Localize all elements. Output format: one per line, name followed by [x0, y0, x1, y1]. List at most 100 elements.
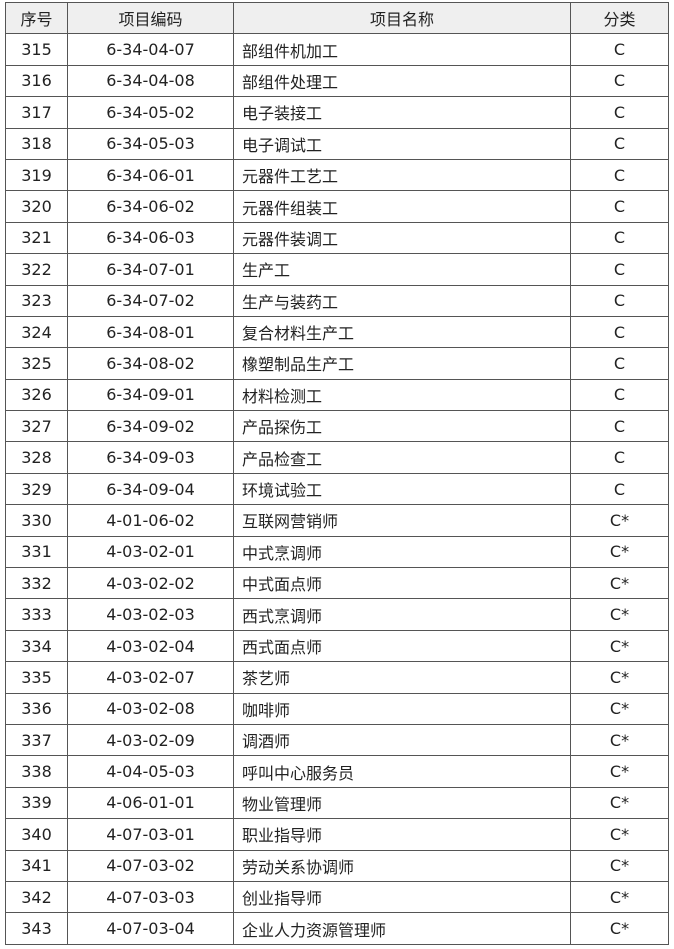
table-cell: 物业管理师: [233, 786, 571, 820]
table-row: 334 4-03-02-04 西式面点师 C*: [5, 629, 669, 663]
table-cell: 328: [5, 441, 68, 474]
table-cell: 4-04-05-03: [67, 755, 234, 788]
table-cell: 321: [5, 221, 68, 255]
table-cell: 338: [5, 755, 68, 788]
table-cell: 330: [5, 504, 68, 537]
table-cell: 复合材料生产工: [233, 315, 571, 349]
table-cell: C*: [570, 849, 669, 882]
table-cell: C*: [570, 880, 669, 914]
table-cell: C*: [570, 598, 669, 631]
table-cell: 元器件组装工: [233, 190, 571, 223]
table-row: 319 6-34-06-01 元器件工艺工 C: [5, 158, 669, 192]
table-cell: 4-03-02-07: [67, 661, 234, 694]
table-cell: C*: [570, 723, 669, 757]
table-cell: C: [570, 441, 669, 474]
table-cell: C: [570, 253, 669, 286]
table-cell: 6-34-04-08: [67, 64, 234, 98]
table-cell: 4-03-02-02: [67, 567, 234, 600]
table-cell: C: [570, 378, 669, 412]
table-cell: 334: [5, 629, 68, 663]
table-row: 343 4-07-03-04 企业人力资源管理师 C*: [5, 912, 669, 945]
table-row: 338 4-04-05-03 呼叫中心服务员 C*: [5, 755, 669, 788]
table-cell: 323: [5, 284, 68, 317]
table-cell: C: [570, 221, 669, 255]
table-cell: C: [570, 472, 669, 506]
table-row: 316 6-34-04-08 部组件处理工 C: [5, 64, 669, 98]
table-cell: 329: [5, 472, 68, 506]
table-cell: C*: [570, 912, 669, 945]
table-cell: C: [570, 284, 669, 317]
table-cell: 环境试验工: [233, 472, 571, 506]
table-cell: 333: [5, 598, 68, 631]
table-row: 335 4-03-02-07 茶艺师 C*: [5, 661, 669, 694]
table-cell: 4-01-06-02: [67, 504, 234, 537]
table-cell: 西式烹调师: [233, 598, 571, 631]
table-cell: 316: [5, 64, 68, 98]
table-row: 325 6-34-08-02 橡塑制品生产工 C: [5, 347, 669, 380]
table-cell: 343: [5, 912, 68, 945]
table-row: 318 6-34-05-03 电子调试工 C: [5, 127, 669, 160]
table-cell: 电子调试工: [233, 127, 571, 160]
table-row: 333 4-03-02-03 西式烹调师 C*: [5, 598, 669, 631]
table-cell: C*: [570, 504, 669, 537]
table-cell: 创业指导师: [233, 880, 571, 914]
table-row: 339 4-06-01-01 物业管理师 C*: [5, 786, 669, 820]
table-cell: 322: [5, 253, 68, 286]
table-row: 336 4-03-02-08 咖啡师 C*: [5, 692, 669, 725]
table-row: 321 6-34-06-03 元器件装调工 C: [5, 221, 669, 255]
table-row: 328 6-34-09-03 产品检查工 C: [5, 441, 669, 474]
table-cell: C: [570, 127, 669, 160]
table-cell: 6-34-05-02: [67, 96, 234, 129]
table-cell: 西式面点师: [233, 629, 571, 663]
table-cell: 6-34-08-02: [67, 347, 234, 380]
table-row: 331 4-03-02-01 中式烹调师 C*: [5, 535, 669, 569]
table-cell: 中式烹调师: [233, 535, 571, 569]
table-cell: C: [570, 410, 669, 443]
table-cell: C: [570, 347, 669, 380]
table-cell: 327: [5, 410, 68, 443]
table-cell: 337: [5, 723, 68, 757]
table-cell: C*: [570, 755, 669, 788]
table: 序号 项目编码 项目名称 分类 315 6-34-04-07 部组件机加工 C 316 6-34…: [5, 1, 669, 945]
table-cell: 中式面点师: [233, 567, 571, 600]
table-cell: 325: [5, 347, 68, 380]
table-cell: 6-34-07-02: [67, 284, 234, 317]
table-cell: 互联网营销师: [233, 504, 571, 537]
table-cell: 呼叫中心服务员: [233, 755, 571, 788]
table-row: 327 6-34-09-02 产品探伤工 C: [5, 410, 669, 443]
table-cell: 部组件处理工: [233, 64, 571, 98]
table-cell: 6-34-06-03: [67, 221, 234, 255]
table-cell: 4-07-03-01: [67, 818, 234, 851]
table-cell: 6-34-06-02: [67, 190, 234, 223]
table-cell: 4-03-02-03: [67, 598, 234, 631]
header-row: 序号 项目编码 项目名称 分类: [5, 1, 669, 35]
table-cell: 产品探伤工: [233, 410, 571, 443]
table-cell: 339: [5, 786, 68, 820]
table-cell: 4-07-03-04: [67, 912, 234, 945]
table-cell: 331: [5, 535, 68, 569]
table-cell: 咖啡师: [233, 692, 571, 725]
table-row: 341 4-07-03-02 劳动关系协调师 C*: [5, 849, 669, 882]
table-cell: 6-34-09-02: [67, 410, 234, 443]
table-row: 337 4-03-02-09 调酒师 C*: [5, 723, 669, 757]
table-cell: 326: [5, 378, 68, 412]
table-cell: 4-03-02-04: [67, 629, 234, 663]
table-cell: 劳动关系协调师: [233, 849, 571, 882]
table-row: 330 4-01-06-02 互联网营销师 C*: [5, 504, 669, 537]
table-row: 329 6-34-09-04 环境试验工 C: [5, 472, 669, 506]
table-cell: 元器件装调工: [233, 221, 571, 255]
table-cell: 橡塑制品生产工: [233, 347, 571, 380]
table-row: 340 4-07-03-01 职业指导师 C*: [5, 818, 669, 851]
table-cell: C*: [570, 629, 669, 663]
table-cell: 生产工: [233, 253, 571, 286]
table-cell: 部组件机加工: [233, 33, 571, 66]
header-cell: 项目编码: [67, 1, 234, 35]
table-cell: 317: [5, 96, 68, 129]
table-cell: C: [570, 64, 669, 98]
table-cell: 342: [5, 880, 68, 914]
table-cell: C*: [570, 786, 669, 820]
table-cell: 320: [5, 190, 68, 223]
table-cell: 6-34-04-07: [67, 33, 234, 66]
table-cell: 6-34-09-03: [67, 441, 234, 474]
